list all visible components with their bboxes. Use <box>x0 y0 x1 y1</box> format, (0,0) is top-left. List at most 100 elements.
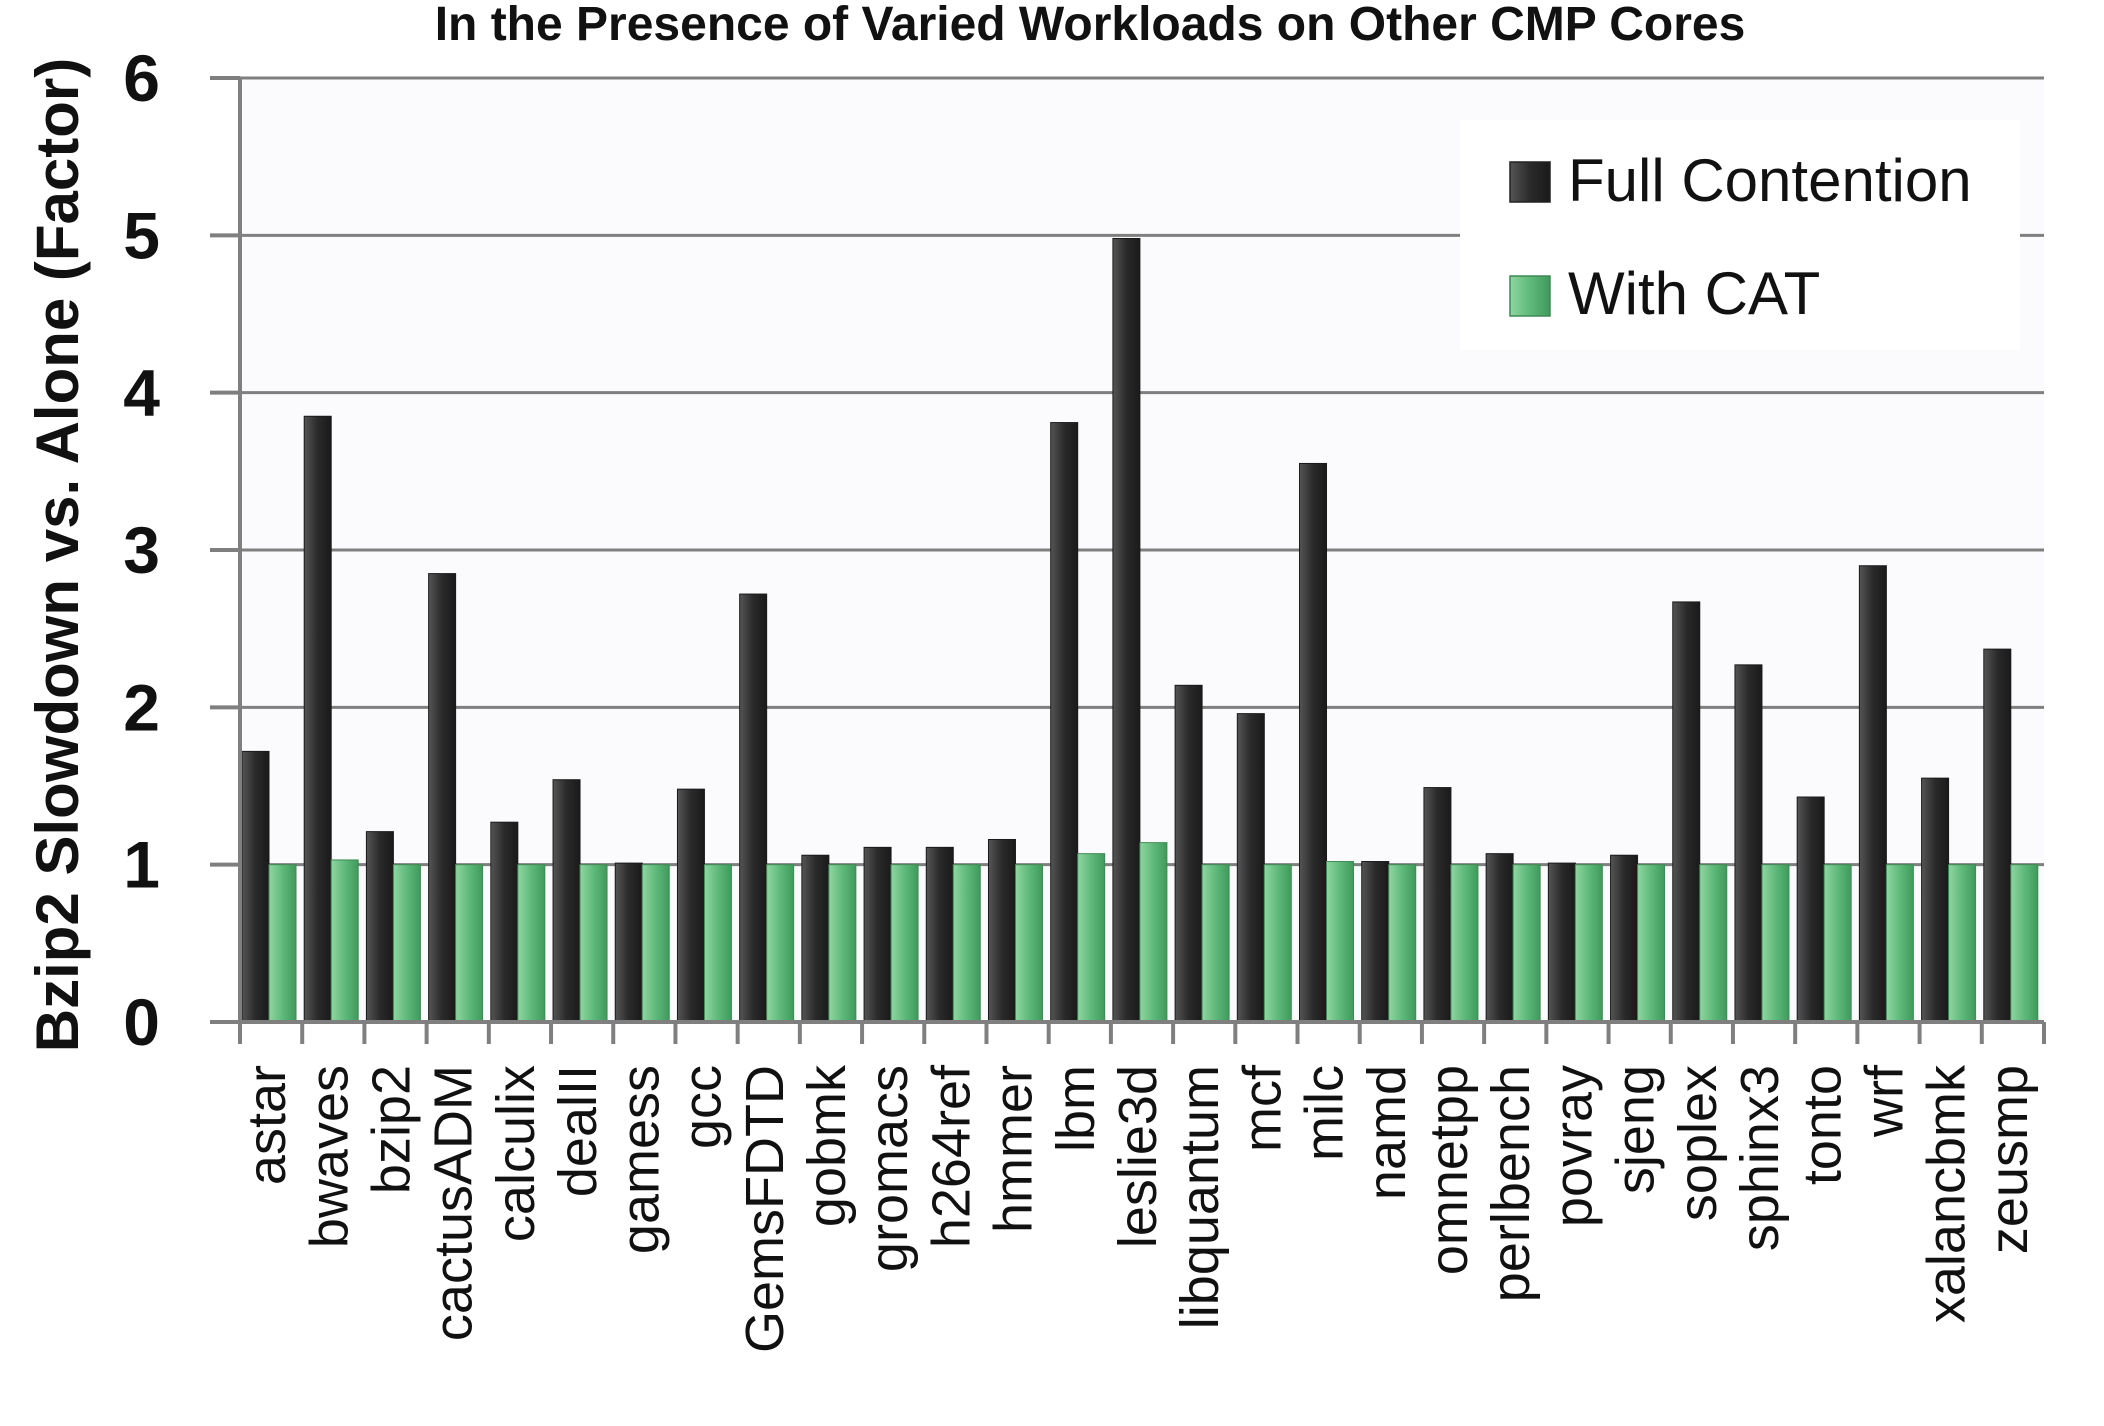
x-tick-label-hmmer: hmmer <box>984 1065 1044 1233</box>
bar-with-cat-leslie3d <box>1139 842 1168 1023</box>
bar-with-cat-gamess <box>641 864 670 1023</box>
x-tick-label-namd: namd <box>1357 1065 1417 1200</box>
bar-with-cat-milc <box>1326 861 1355 1023</box>
y-tick-label: 6 <box>123 41 160 115</box>
bar-with-cat-wrf <box>1885 864 1914 1023</box>
bar-with-cat-lbm <box>1077 853 1106 1023</box>
x-tick-label-tonto: tonto <box>1792 1065 1852 1185</box>
y-axis-ticks: 0 1 2 3 4 5 6 <box>123 41 240 1059</box>
bar-full-contention-libquantum <box>1174 684 1203 1023</box>
bar-with-cat-soplex <box>1699 864 1728 1023</box>
bar-with-cat-calculix <box>517 864 546 1023</box>
x-axis-ticks: astar bwaves bzip2 cactusADM calculix dealII g… <box>237 1022 2046 1353</box>
bar-full-contention-gcc <box>676 788 705 1023</box>
bar-full-contention-sjeng <box>1610 854 1639 1023</box>
bar-with-cat-povray <box>1574 864 1603 1023</box>
bar-with-cat-bwaves <box>330 859 359 1023</box>
bar-full-contention-wrf <box>1858 565 1887 1023</box>
bar-full-contention-gobmk <box>801 854 830 1023</box>
bar-with-cat-xalancbmk <box>1948 864 1977 1023</box>
x-tick-label-perlbench: perlbench <box>1481 1065 1541 1302</box>
bar-with-cat-gobmk <box>828 864 857 1023</box>
bar-full-contention-povray <box>1547 862 1576 1023</box>
bar-with-cat-libquantum <box>1201 864 1230 1023</box>
bar-with-cat-mcf <box>1263 864 1292 1023</box>
x-tick-label-milc: milc <box>1295 1065 1355 1161</box>
bar-with-cat-tonto <box>1823 864 1852 1023</box>
bar-with-cat-h264ref <box>952 864 981 1023</box>
bar-full-contention-milc <box>1299 462 1328 1023</box>
bar-full-contention-tonto <box>1796 796 1825 1023</box>
legend: Full Contention With CAT <box>1460 120 2020 350</box>
bar-full-contention-namd <box>1361 861 1390 1023</box>
bar-full-contention-calculix <box>490 821 519 1023</box>
bar-with-cat-astar <box>268 864 297 1023</box>
y-tick-label: 0 <box>123 985 160 1059</box>
x-tick-label-h264ref: h264ref <box>921 1064 981 1248</box>
bar-full-contention-sphinx3 <box>1734 664 1763 1023</box>
y-tick-label: 3 <box>123 513 160 587</box>
bar-full-contention-omnetpp <box>1423 787 1452 1023</box>
bar-full-contention-soplex <box>1672 601 1701 1023</box>
bar-with-cat-hmmer <box>1014 864 1043 1023</box>
bar-with-cat-GemsFDTD <box>766 864 795 1023</box>
x-tick-label-bwaves: bwaves <box>299 1065 359 1248</box>
x-tick-label-dealII: dealII <box>548 1065 608 1197</box>
bar-full-contention-h264ref <box>925 846 954 1023</box>
bar-full-contention-gamess <box>614 862 643 1023</box>
x-tick-label-calculix: calculix <box>486 1065 546 1242</box>
bar-full-contention-astar <box>241 750 270 1023</box>
bar-with-cat-gcc <box>703 864 732 1023</box>
bar-full-contention-dealII <box>552 779 581 1023</box>
bar-full-contention-gromacs <box>863 846 892 1023</box>
x-tick-label-gcc: gcc <box>673 1065 733 1149</box>
bar-full-contention-bzip2 <box>365 831 394 1023</box>
y-tick-label: 1 <box>123 828 160 902</box>
bar-full-contention-mcf <box>1236 713 1265 1023</box>
x-tick-label-gromacs: gromacs <box>859 1065 919 1272</box>
bar-with-cat-sphinx3 <box>1761 864 1790 1023</box>
x-tick-label-soplex: soplex <box>1668 1065 1728 1221</box>
x-tick-label-wrf: wrf <box>1854 1064 1914 1138</box>
x-tick-label-astar: astar <box>237 1065 297 1185</box>
legend-background <box>1460 120 2020 350</box>
bar-with-cat-sjeng <box>1637 864 1666 1023</box>
bar-with-cat-zeusmp <box>2010 864 2039 1023</box>
legend-label-with-cat: With CAT <box>1568 260 1820 327</box>
bar-with-cat-omnetpp <box>1450 864 1479 1023</box>
axes <box>210 78 2044 1024</box>
x-tick-label-sjeng: sjeng <box>1606 1065 1666 1194</box>
y-axis-label: Bzip2 Slowdown vs. Alone (Factor) <box>24 58 91 1053</box>
bar-full-contention-bwaves <box>303 415 332 1023</box>
y-tick-label: 4 <box>123 356 160 430</box>
x-tick-label-leslie3d: leslie3d <box>1108 1065 1168 1248</box>
chart-title: In the Presence of Varied Workloads on O… <box>435 0 1746 51</box>
bar-full-contention-lbm <box>1050 422 1079 1023</box>
bar-with-cat-perlbench <box>1512 864 1541 1023</box>
x-tick-label-gamess: gamess <box>610 1065 670 1254</box>
bar-full-contention-zeusmp <box>1983 648 2012 1023</box>
x-tick-label-xalancbmk: xalancbmk <box>1917 1064 1977 1323</box>
x-tick-label-povray: povray <box>1543 1065 1603 1227</box>
x-tick-label-libquantum: libquantum <box>1170 1065 1230 1329</box>
x-tick-label-omnetpp: omnetpp <box>1419 1065 1479 1275</box>
x-tick-label-lbm: lbm <box>1046 1065 1106 1152</box>
bar-full-contention-xalancbmk <box>1921 777 1950 1023</box>
bar-full-contention-leslie3d <box>1112 237 1141 1023</box>
x-tick-label-GemsFDTD: GemsFDTD <box>735 1065 795 1353</box>
legend-label-full-contention: Full Contention <box>1568 147 1972 214</box>
bar-full-contention-hmmer <box>987 838 1016 1023</box>
legend-swatch-with-cat <box>1509 275 1551 317</box>
y-tick-label: 5 <box>123 198 160 272</box>
x-tick-label-bzip2: bzip2 <box>362 1065 422 1194</box>
bar-with-cat-dealII <box>579 864 608 1023</box>
x-tick-label-mcf: mcf <box>1232 1064 1292 1152</box>
x-tick-label-cactusADM: cactusADM <box>424 1065 484 1341</box>
bar-full-contention-perlbench <box>1485 853 1514 1023</box>
bar-with-cat-bzip2 <box>392 864 421 1023</box>
x-tick-label-gobmk: gobmk <box>797 1064 857 1227</box>
bar-with-cat-namd <box>1388 864 1417 1023</box>
legend-swatch-full-contention <box>1509 161 1551 203</box>
bar-full-contention-cactusADM <box>428 573 457 1023</box>
